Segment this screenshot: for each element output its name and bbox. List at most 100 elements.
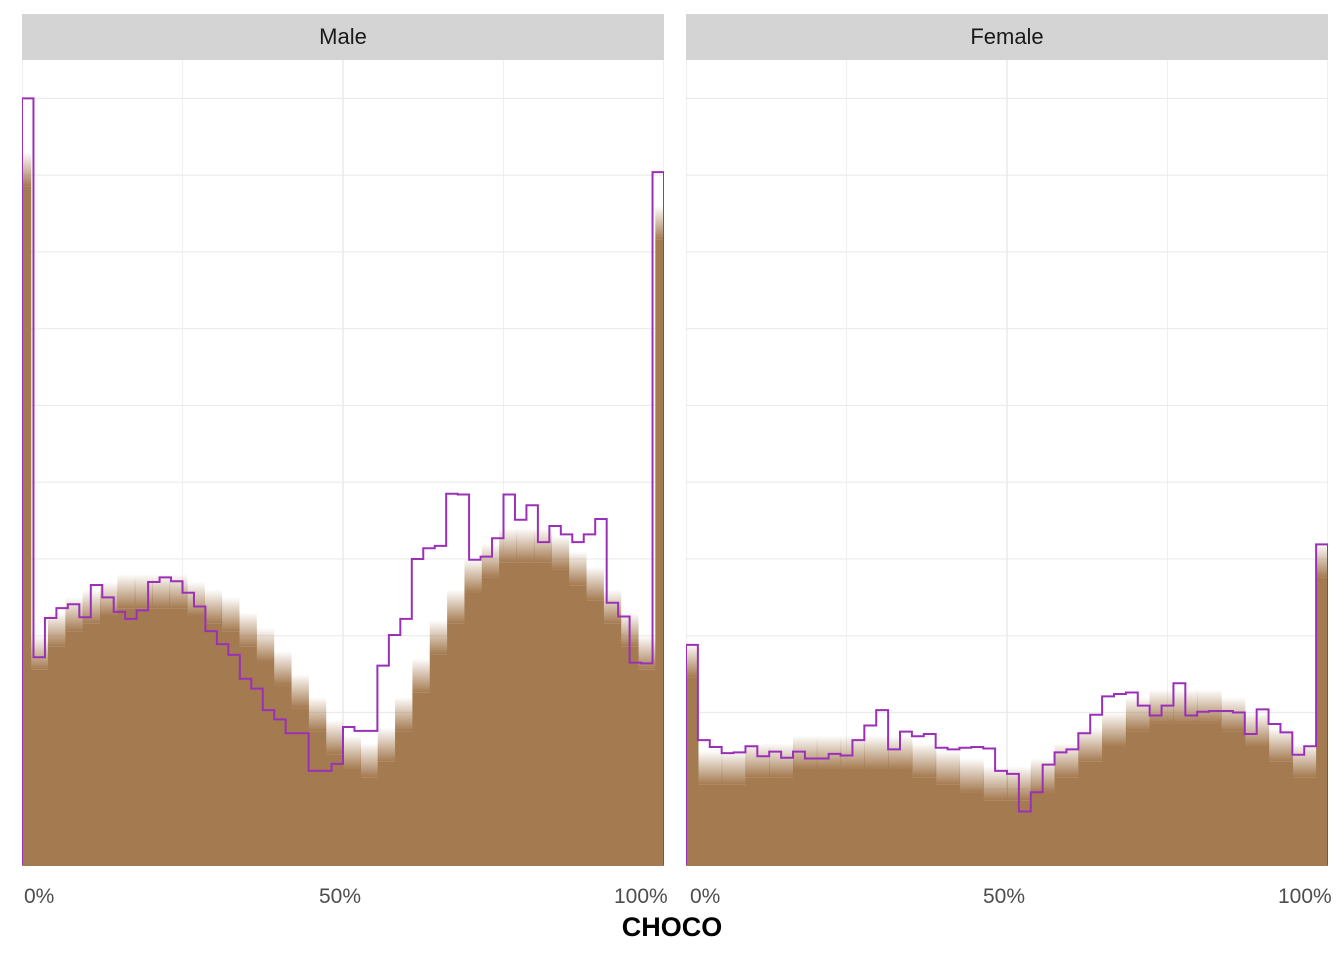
simulated-band-body	[65, 631, 84, 866]
simulated-band-body	[1221, 731, 1246, 866]
simulated-band-edge	[290, 674, 309, 709]
simulated-band-body	[911, 777, 937, 866]
simulated-band-edge	[48, 612, 66, 647]
simulated-band-body	[186, 615, 205, 866]
simulated-band-body	[499, 562, 518, 866]
simulated-band-edge	[377, 727, 396, 762]
simulated-band-body	[816, 769, 842, 866]
simulated-band-edge	[343, 735, 361, 770]
panel-female: Female	[686, 14, 1328, 866]
simulated-band-edge	[117, 574, 136, 609]
simulated-band-body	[1149, 723, 1175, 866]
x-axis-title: CHOCO	[621, 912, 723, 942]
x-tick-label: 0%	[690, 885, 721, 908]
simulated-band-body	[1078, 761, 1103, 866]
facet-strip-male: Male	[22, 14, 664, 60]
simulated-band-edge	[1054, 743, 1079, 778]
simulated-band-body	[864, 769, 889, 866]
facet-label-male: Male	[319, 24, 367, 49]
simulated-band-body	[637, 669, 656, 866]
simulated-band-edge	[816, 735, 842, 770]
simulated-band-edge	[1268, 727, 1293, 762]
simulated-band-edge	[637, 635, 656, 670]
simulated-band-body	[551, 569, 570, 866]
simulated-band-edge	[959, 758, 984, 793]
simulated-band-edge	[429, 620, 448, 655]
simulated-band-edge	[499, 528, 518, 563]
simulated-band-edge	[769, 743, 794, 778]
simulated-band-edge	[325, 720, 344, 755]
panel-male: Male	[22, 14, 664, 866]
simulated-band-body	[585, 600, 604, 866]
simulated-band-edge	[1316, 543, 1328, 578]
simulated-band-body	[603, 623, 622, 866]
simulated-band-body	[447, 623, 466, 866]
simulated-band-body	[686, 677, 699, 866]
x-tick-label: 100%	[1278, 885, 1332, 908]
simulated-band-edge	[169, 574, 188, 609]
simulated-band-body	[429, 654, 448, 866]
observed-histogram-line	[686, 543, 1328, 866]
simulated-band-body	[697, 784, 723, 866]
simulated-band-body	[273, 685, 292, 866]
facet-strip-female: Female	[686, 14, 1328, 60]
simulated-band-body	[840, 769, 865, 866]
simulated-band-edge	[603, 589, 622, 624]
simulated-band-body	[343, 769, 361, 866]
simulated-band-edge	[134, 574, 153, 609]
simulated-band-edge	[238, 612, 257, 647]
simulated-band-edge	[721, 750, 747, 785]
simulated-band-edge	[655, 205, 664, 240]
simulated-band-body	[308, 731, 327, 866]
facet-label-female: Female	[970, 24, 1044, 49]
simulated-band-body	[30, 669, 49, 866]
simulated-band-edge	[983, 766, 1008, 801]
simulated-band-edge	[935, 750, 961, 785]
simulated-band-body	[935, 784, 961, 866]
simulated-band-edge	[412, 658, 431, 693]
simulated-band-body	[1292, 777, 1317, 866]
simulated-band-body	[412, 692, 431, 866]
x-tick-label: 50%	[319, 885, 362, 908]
simulated-band-body	[395, 731, 414, 866]
simulated-band-body	[152, 608, 171, 866]
plot-area-male	[22, 60, 664, 866]
simulated-band-body	[481, 577, 500, 866]
simulated-band-edge	[1102, 712, 1127, 747]
x-tick-label: 50%	[983, 885, 1026, 908]
simulated-band-edge	[204, 589, 223, 624]
simulated-band-body	[464, 592, 483, 866]
simulated-band-edge	[360, 743, 379, 778]
simulated-band-body	[169, 608, 188, 866]
simulated-band-body	[1197, 723, 1222, 866]
simulated-band-body	[256, 662, 275, 866]
simulated-band-edge	[864, 735, 889, 770]
simulated-band-edge	[447, 589, 466, 624]
plot-area-female	[686, 60, 1328, 866]
simulated-band-edge	[65, 597, 84, 632]
simulated-band-body	[888, 769, 913, 866]
simulated-band-body	[1316, 577, 1328, 866]
simulated-band-body	[620, 646, 639, 866]
simulated-band-body	[516, 562, 535, 866]
simulated-band-edge	[568, 551, 587, 586]
simulated-band-body	[1030, 792, 1056, 866]
simulated-band-edge	[1197, 689, 1222, 724]
simulated-band-edge	[551, 535, 570, 570]
simulated-band-body	[1125, 731, 1151, 866]
simulated-band-body	[655, 239, 664, 866]
observed-histogram-line	[22, 97, 664, 866]
simulated-band-edge	[585, 566, 604, 601]
simulated-band-body	[100, 615, 119, 866]
simulated-band-body	[568, 585, 587, 866]
simulated-band-body	[325, 754, 344, 866]
simulated-band-body	[48, 646, 66, 866]
simulated-band-edge	[516, 528, 535, 563]
simulated-band-edge	[152, 574, 171, 609]
simulated-band-body	[745, 777, 770, 866]
simulated-band-body	[221, 631, 240, 866]
simulated-band-body	[360, 777, 379, 866]
x-tick-label: 100%	[614, 885, 668, 908]
simulated-band-body	[377, 761, 396, 866]
x-tick-label: 0%	[24, 885, 55, 908]
